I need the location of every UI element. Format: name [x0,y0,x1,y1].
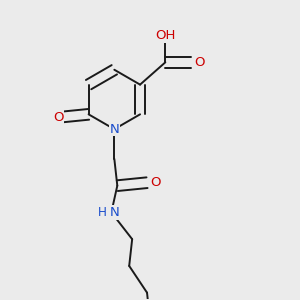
Text: OH: OH [155,29,175,42]
Text: N: N [110,123,119,136]
Text: O: O [194,56,205,69]
Text: N: N [110,206,119,219]
Text: O: O [151,176,161,189]
Text: H: H [98,206,106,219]
Text: O: O [53,111,64,124]
